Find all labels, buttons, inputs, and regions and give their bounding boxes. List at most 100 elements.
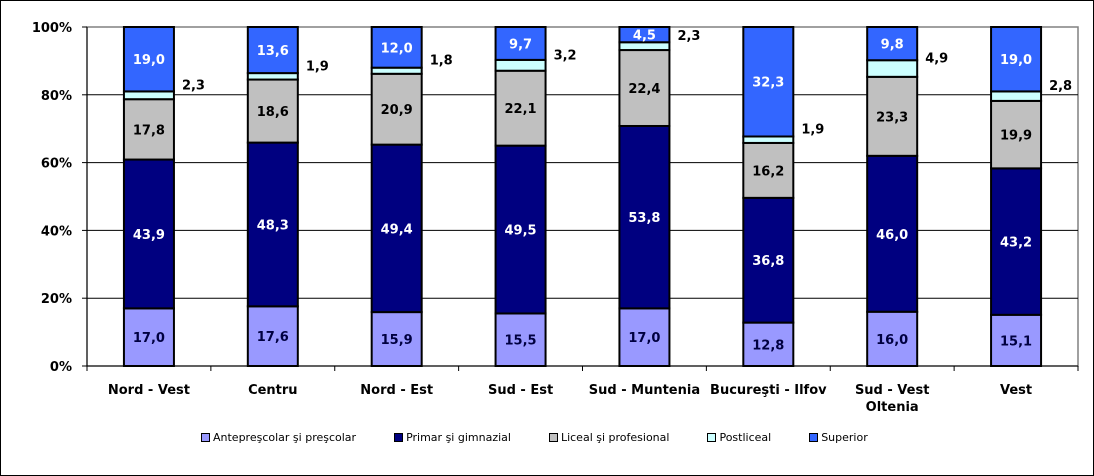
bar-segment (246, 26, 299, 75)
legend-swatch (394, 433, 404, 442)
data-label: 17,6 (257, 330, 289, 345)
x-tick-label: Sud - Est (488, 383, 553, 398)
data-label: 16,0 (876, 333, 908, 348)
legend-item: Liceal şi profesional (548, 431, 670, 444)
data-label: 1,8 (430, 54, 453, 69)
bar-segment (866, 310, 919, 368)
x-tick-label: Oltenia (866, 400, 919, 415)
y-tick-label: 0% (50, 360, 72, 375)
bar-segment (122, 90, 175, 101)
bar-segment (494, 312, 547, 367)
data-label: 13,6 (257, 44, 289, 59)
data-label: 9,8 (881, 38, 904, 53)
data-label: 12,8 (752, 338, 784, 353)
bar-segment (494, 26, 547, 61)
y-tick-label: 100% (32, 21, 72, 36)
bar-segment (990, 167, 1043, 316)
y-tick-label: 20% (41, 292, 72, 307)
x-tick-label: Vest (1000, 383, 1032, 398)
data-label: 53,8 (628, 211, 660, 226)
legend-swatch (548, 433, 558, 442)
legend-item: Primar şi gimnazial (394, 431, 511, 444)
data-label: 3,2 (554, 48, 577, 63)
y-tick-label: 80% (41, 89, 72, 104)
data-label: 4,9 (925, 52, 948, 67)
data-label: 18,6 (257, 105, 289, 120)
data-label: 43,9 (133, 228, 165, 243)
data-label: 48,3 (257, 218, 289, 233)
data-label: 12,0 (381, 41, 413, 56)
bar-segment (618, 124, 671, 310)
x-tick-label: Sud - Vest (855, 383, 930, 398)
bar-segment (990, 26, 1043, 93)
data-label: 2,3 (677, 29, 700, 44)
data-label: 4,5 (633, 29, 656, 44)
bar-segment (742, 141, 795, 199)
legend-item: Antepreşcolar şi preşcolar (201, 431, 356, 444)
data-label: 2,3 (182, 78, 205, 93)
bar-segment (742, 26, 795, 138)
data-label: 9,7 (509, 37, 532, 52)
data-label: 46,0 (876, 228, 908, 243)
bar-segment (370, 143, 423, 314)
legend-label: Liceal şi profesional (560, 431, 670, 444)
y-tick-label: 60% (41, 157, 72, 172)
legend-item: Superior (809, 431, 868, 444)
bar-segment (494, 144, 547, 315)
bar-segment (618, 49, 671, 127)
bar-segment (246, 78, 299, 144)
legend-item: Postliceal (707, 431, 771, 444)
data-label: 20,9 (381, 103, 413, 118)
bar-segment (618, 26, 671, 44)
legend-label: Superior (821, 431, 868, 444)
data-label: 36,8 (752, 254, 784, 269)
data-label: 32,3 (752, 76, 784, 91)
x-tick-label: Centru (248, 383, 298, 398)
legend-label: Postliceal (719, 431, 772, 444)
legend-label: Primar şi gimnazial (406, 431, 511, 444)
legend: Antepreşcolar şi preşcolar Primar şi gimn… (201, 431, 906, 444)
bar-segment (866, 26, 919, 62)
data-label: 1,9 (306, 59, 329, 74)
legend-swatch (707, 433, 717, 442)
data-label: 15,1 (1000, 334, 1032, 349)
bar-segment (866, 59, 919, 78)
data-label: 2,8 (1049, 79, 1072, 94)
legend-label: Antepreşcolar şi preşcolar (213, 431, 357, 444)
x-tick-label: Bucureşti - Ilfov (710, 383, 827, 398)
y-tick-label: 40% (41, 224, 72, 239)
bar-segment (246, 305, 299, 367)
x-tick-label: Sud - Muntenia (589, 383, 700, 398)
data-label: 15,9 (381, 333, 413, 348)
stacked-bar-chart: 0% 20% 40% 60% 80% 100% 17,0 43,9 17,8 2,3 19,0 Nor… (32, 21, 1079, 415)
bar-segment (990, 99, 1043, 170)
bar-segment (866, 75, 919, 157)
bar-segment (122, 158, 175, 310)
data-label: 19,9 (1000, 129, 1032, 144)
bar-segment (494, 58, 547, 72)
data-label: 1,9 (801, 123, 824, 138)
bar-segment (246, 141, 299, 308)
bar-segment (370, 72, 423, 146)
data-label: 17,0 (628, 331, 660, 346)
x-tick-label: Nord - Est (360, 383, 433, 398)
data-label: 49,4 (381, 222, 413, 237)
data-label: 17,8 (133, 123, 165, 138)
x-tick-label: Nord - Vest (108, 383, 190, 398)
data-label: 43,2 (1000, 236, 1032, 251)
bar-segment (122, 26, 175, 93)
legend-swatch (201, 433, 210, 442)
data-label: 22,4 (628, 82, 660, 97)
plot-area (86, 26, 1079, 367)
bar-segment (618, 307, 671, 367)
data-label: 17,0 (133, 331, 165, 346)
data-label: 19,0 (133, 53, 165, 68)
data-label: 19,0 (1000, 53, 1032, 68)
data-label: 49,5 (505, 224, 537, 239)
data-label: 23,3 (876, 110, 908, 125)
data-label: 22,1 (505, 102, 537, 117)
legend-swatch (809, 433, 819, 442)
bar-segment (990, 90, 1043, 102)
bar-segment (370, 26, 423, 69)
